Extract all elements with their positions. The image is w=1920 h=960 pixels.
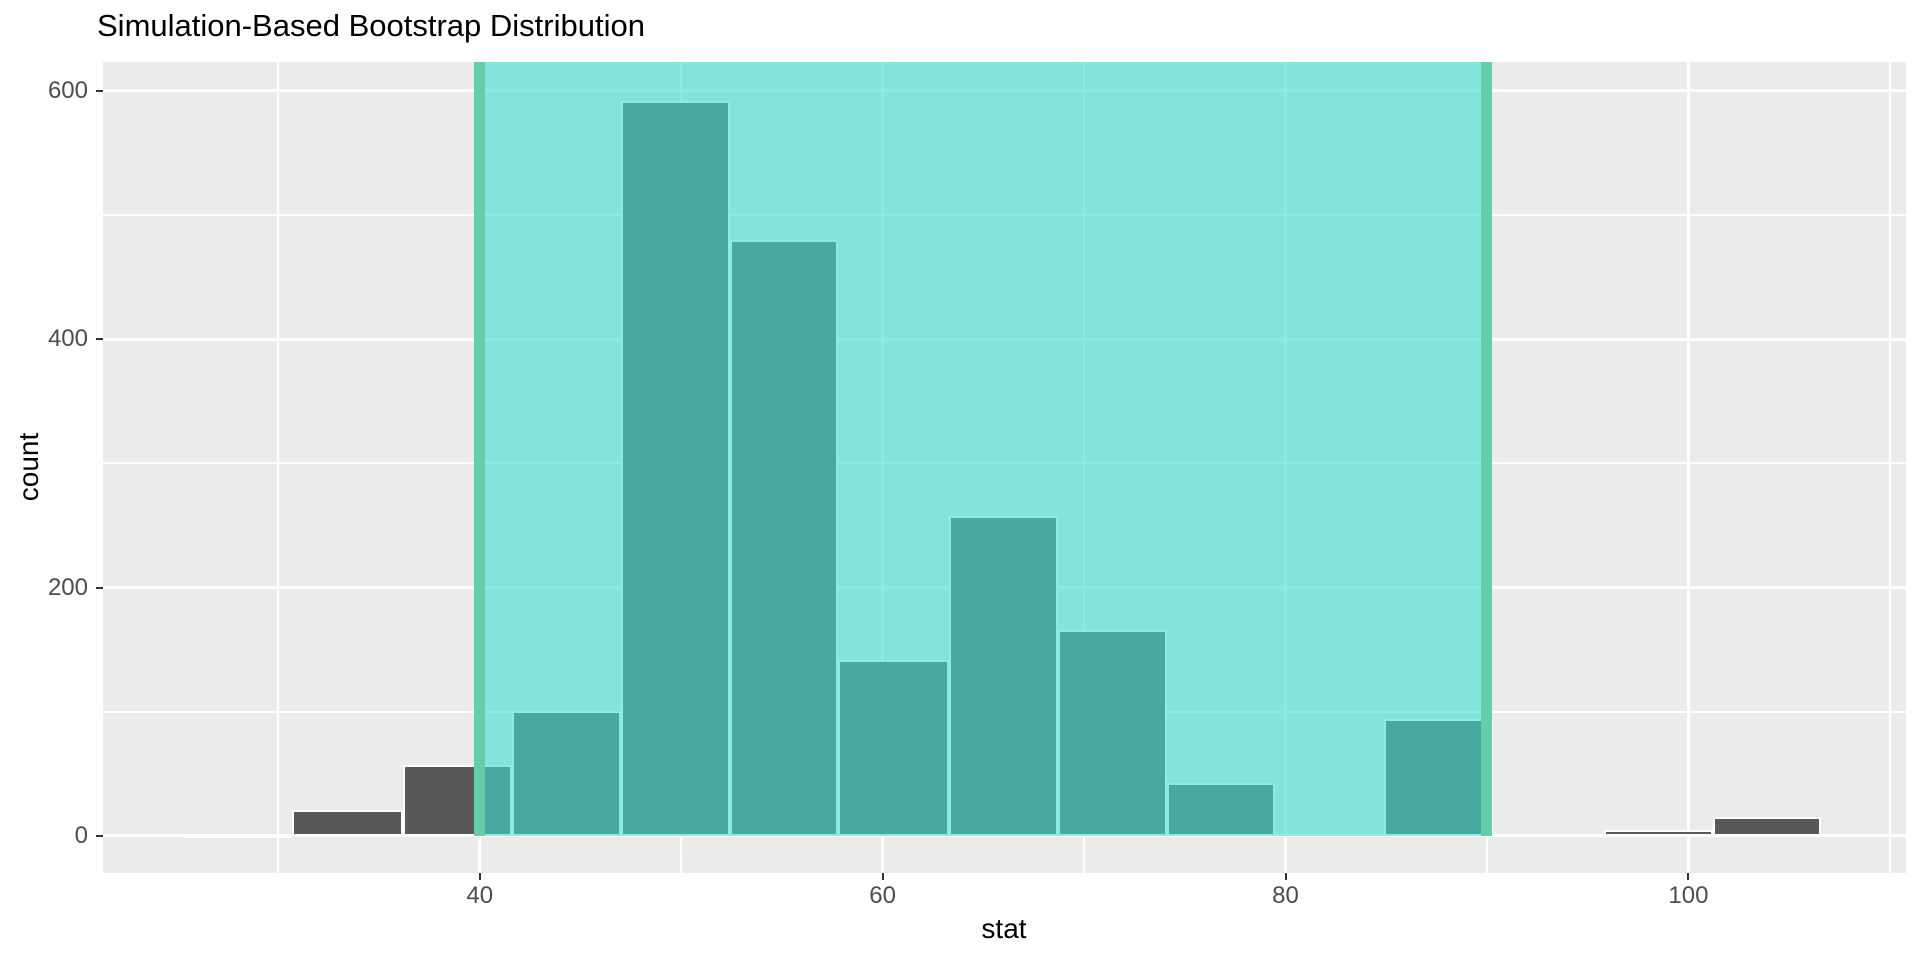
x-tick-label: 80 bbox=[1272, 882, 1299, 909]
x-major-gridline bbox=[1686, 62, 1690, 873]
x-tick-label: 40 bbox=[466, 882, 494, 909]
x-tick-mark bbox=[1687, 873, 1690, 880]
ci-shade-region bbox=[479, 62, 1487, 836]
x-tick-label: 100 bbox=[1668, 882, 1709, 909]
plot-title: Simulation-Based Bootstrap Distribution bbox=[97, 8, 645, 43]
ci-upper-line bbox=[1481, 62, 1493, 836]
x-tick-mark bbox=[881, 873, 884, 880]
histogram-bar bbox=[292, 809, 404, 836]
histogram-bar bbox=[1603, 829, 1713, 836]
x-axis-title: stat bbox=[981, 913, 1027, 944]
plot-panel bbox=[103, 62, 1906, 873]
y-tick-mark bbox=[96, 586, 103, 589]
y-tick-mark bbox=[96, 338, 103, 341]
x-minor-gridline bbox=[277, 62, 280, 873]
y-tick-label: 600 bbox=[47, 76, 88, 104]
ci-lower-line bbox=[474, 62, 486, 836]
y-tick-mark bbox=[96, 89, 103, 92]
y-tick-label: 0 bbox=[74, 821, 88, 849]
y-major-gridline bbox=[103, 834, 1906, 838]
histogram-bar bbox=[1712, 817, 1822, 836]
y-tick-label: 200 bbox=[47, 573, 88, 601]
x-tick-mark bbox=[1284, 873, 1287, 880]
x-tick-mark bbox=[478, 873, 481, 880]
x-tick-label: 60 bbox=[869, 882, 896, 909]
y-tick-mark bbox=[96, 834, 103, 837]
y-axis-title: count bbox=[13, 432, 44, 502]
x-minor-gridline bbox=[1888, 62, 1891, 873]
y-tick-label: 400 bbox=[47, 325, 88, 353]
histogram-bar bbox=[183, 833, 293, 838]
